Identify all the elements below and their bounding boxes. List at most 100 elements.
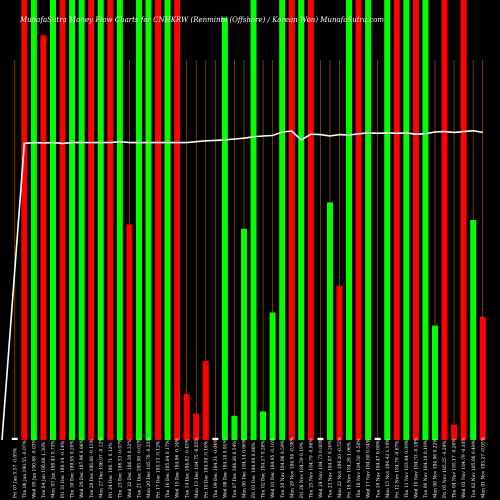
bar [164, 0, 171, 440]
bar [298, 0, 305, 440]
bar [355, 0, 362, 440]
bar [260, 411, 267, 440]
x-tick-label: Wed 01 Dec 184.95 -0.16% [271, 438, 276, 498]
x-tick-label: Wed 29 Dec 187.96 0.06% [80, 439, 85, 498]
x-tick-label: Fri 07 Jan 5.57 -0.05% [13, 448, 18, 498]
x-tick-label: Tue 16 Nov 184.47 0.00% [376, 440, 381, 498]
bar [193, 413, 200, 440]
bar [40, 35, 47, 440]
x-tick-label: Tue 21 Dec 185.98 -0.02% [138, 439, 143, 498]
bar [307, 0, 314, 440]
x-tick-label: Mon 06 Dec 184.14 0.66% [243, 439, 248, 498]
x-tick-label: Thu 06 Jan 190.55 -0.07% [23, 440, 28, 498]
x-tick-label: Fri 10 Dec 184.50 -0.16% [204, 441, 209, 498]
bar [403, 0, 410, 440]
x-tick-label: Tue 04 Jan 190.68 1.30% [42, 442, 47, 498]
x-tick-label: Fri 12 Nov 184.79 -0.67% [395, 441, 400, 498]
x-tick-label: Mon 27 Dec 186.97 -0.12% [99, 437, 104, 498]
bar [279, 0, 286, 440]
x-tick-label: Mon 29 Nov 184.94 -0.58% [290, 437, 295, 498]
x-tick-label: Tue 14 Dec 184.82 -0.43% [185, 439, 190, 498]
bar [49, 0, 56, 440]
bar [451, 424, 458, 440]
money-flow-bars [11, 0, 486, 440]
bar [221, 17, 228, 440]
x-tick-label: Fri 31 Dec 189.14 -0.14% [61, 441, 66, 498]
x-tick-label: Thu 09 Dec 184.31 -0.04% [214, 439, 219, 498]
bar [183, 393, 190, 440]
x-tick-label: Wed 22 Dec 186.39 0.32% [128, 439, 133, 498]
bar [250, 0, 257, 440]
bar [431, 325, 438, 440]
price-line [1, 129, 483, 441]
x-tick-label: Thu 18 Nov 184.50 -0.50% [357, 438, 362, 498]
bar [126, 224, 133, 440]
x-tick-label: Mon 01 Nov 185.27 -0.05% [481, 437, 486, 498]
bar [288, 0, 295, 440]
x-tick-label: Tue 30 Nov 184.96 0.59% [281, 440, 286, 498]
x-tick-label: Thu 16 Dec 185.04 0.17% [166, 440, 171, 498]
x-tick-label: Tue 09 Nov 184.19 0.10% [424, 440, 429, 498]
bar [78, 0, 85, 440]
bar [30, 0, 37, 440]
bar [393, 0, 400, 440]
x-tick-label: Fri 26 Nov 184.59 0.19% [300, 442, 305, 498]
bar [384, 0, 391, 440]
x-tick-label: Mon 22 Nov 184.20 -0.53% [338, 437, 343, 498]
chart-title: MunafaSutra Money Flow Charts for CNHKRW… [19, 16, 384, 24]
x-tick-label: Mon 08 Nov 184.96 0.22% [434, 439, 439, 498]
x-tick-label: Tue 23 Nov 184.87 0.26% [329, 440, 334, 498]
bar [231, 415, 238, 440]
x-tick-label: Thu 30 Dec 189.95 0.20% [71, 440, 76, 498]
x-tick-label: Thu 02 Dec 184.17 0.28% [262, 440, 267, 498]
bar [174, 0, 181, 440]
bar [479, 316, 486, 440]
x-tick-label: Thu 04 Nov 185.17 -0.26% [453, 438, 458, 498]
bar [441, 0, 448, 440]
grid-lines [14, 60, 484, 440]
bar [107, 0, 114, 440]
bar [412, 0, 419, 440]
bar [145, 0, 152, 440]
bar [69, 0, 76, 440]
x-tick-label: Fri 24 Dec 186.71 0.12% [109, 442, 114, 498]
bar [212, 437, 219, 440]
bar [240, 228, 247, 440]
x-axis-tick-labels: Fri 07 Jan 5.57 -0.05% Thu 06 Jan 190.55 … [13, 437, 486, 498]
bar [88, 0, 95, 440]
bar [59, 0, 66, 440]
bar [326, 202, 333, 440]
bar [422, 0, 429, 440]
bar [116, 0, 123, 440]
x-tick-label: Mon 15 Nov 184.42 1.19% [386, 439, 391, 498]
x-tick-label: Wed 03 Nov 184.79 -0.10% [462, 438, 467, 499]
x-tick-label: Wed 17 Nov 184.68 0.54% [367, 439, 372, 498]
bar [202, 360, 209, 440]
x-tick-label: Thu 25 Nov 184.79 -0.06% [309, 438, 314, 498]
bar [155, 0, 162, 440]
x-tick-label: Fri 17 Dec 185.13 -0.12% [157, 441, 162, 498]
x-tick-label: Wed 15 Dec 184.96 -0.24% [176, 438, 181, 498]
x-tick-label: Fri 19 Nov 184.29 1.06% [348, 442, 353, 498]
bar [470, 220, 477, 440]
x-tick-label: Tue 02 Nov 185.06 0.49% [472, 440, 477, 498]
bar [346, 0, 353, 440]
x-tick-label: Fri 05 Nov 185.25 -0.29% [443, 441, 448, 498]
x-tick-label: Mon 13 Dec 184.75 -0.05% [195, 437, 200, 498]
x-tick-label: Wed 24 Nov 184.73 0.00% [319, 439, 324, 498]
x-tick-label: Fri 03 Dec 184.00 0.06% [252, 442, 257, 498]
bar [317, 437, 324, 440]
bar [374, 437, 381, 440]
x-tick-label: Wed 10 Nov 184.33 -0.18% [414, 438, 419, 499]
bar [21, 0, 28, 440]
x-tick-label: Thu 23 Dec 186.33 -0.07% [118, 439, 123, 498]
bar [269, 312, 276, 440]
x-tick-label: Thu 11 Nov 183.44 0.39% [405, 440, 410, 498]
bar [460, 0, 467, 440]
x-tick-label: Wed 08 Dec 184.18 0.91% [223, 439, 228, 498]
x-tick-label: Tue 28 Dec 186.66 -0.13% [90, 439, 95, 498]
bar [365, 0, 372, 440]
bar [336, 286, 343, 440]
x-tick-label: Wed 05 Jan 190.68 -0.03% [32, 439, 37, 498]
